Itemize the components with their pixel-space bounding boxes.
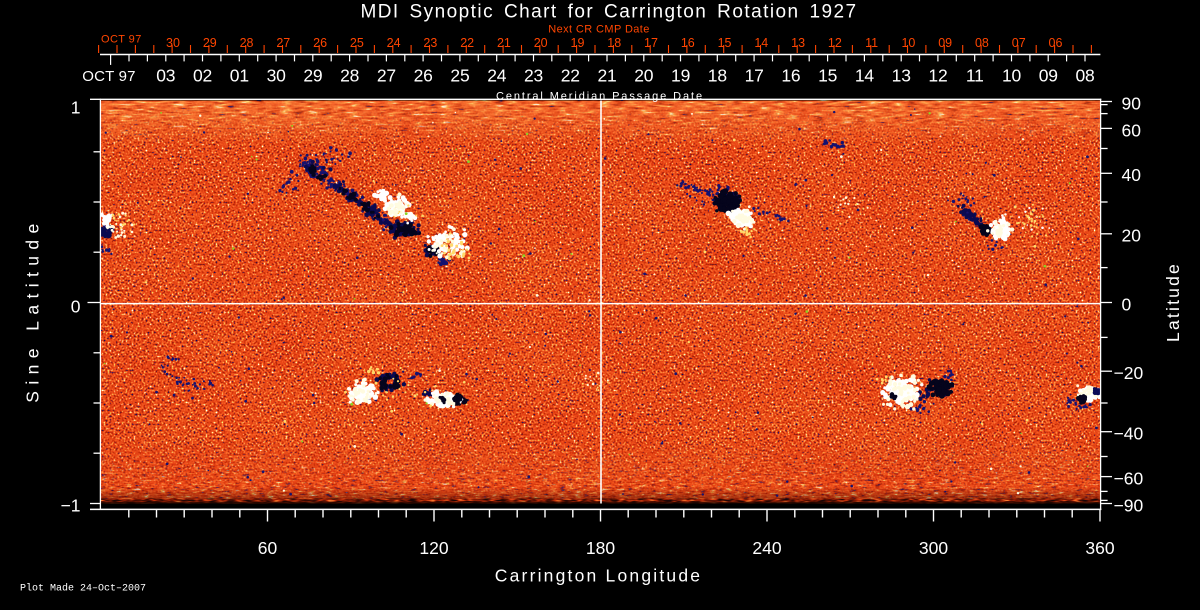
svg-text:30: 30 <box>267 65 287 85</box>
svg-text:−1: −1 <box>61 495 81 515</box>
svg-text:26: 26 <box>414 65 433 85</box>
svg-text:−40: −40 <box>1114 424 1144 444</box>
svg-text:360: 360 <box>1085 538 1114 558</box>
svg-text:07: 07 <box>1012 36 1026 50</box>
svg-text:27: 27 <box>276 36 290 50</box>
svg-text:16: 16 <box>781 65 800 85</box>
svg-text:22: 22 <box>460 36 474 50</box>
svg-text:14: 14 <box>754 36 768 50</box>
svg-text:09: 09 <box>1039 65 1058 85</box>
svg-text:90: 90 <box>1122 93 1142 113</box>
svg-text:09: 09 <box>938 36 952 50</box>
svg-text:30: 30 <box>166 36 180 50</box>
svg-text:11: 11 <box>865 36 878 50</box>
svg-text:25: 25 <box>350 36 364 50</box>
svg-text:17: 17 <box>644 36 658 50</box>
svg-text:15: 15 <box>818 65 837 85</box>
svg-text:20: 20 <box>534 36 548 50</box>
svg-text:20: 20 <box>1122 226 1142 246</box>
svg-text:MDI Synoptic Chart for Carring: MDI Synoptic Chart for Carrington Rotati… <box>360 2 857 23</box>
svg-text:29: 29 <box>203 36 217 50</box>
svg-text:22: 22 <box>561 65 580 85</box>
svg-text:18: 18 <box>708 65 727 85</box>
svg-text:18: 18 <box>607 36 621 50</box>
svg-text:13: 13 <box>892 65 911 85</box>
svg-text:13: 13 <box>791 36 805 50</box>
svg-text:0: 0 <box>1122 294 1132 314</box>
svg-text:23: 23 <box>524 65 543 85</box>
svg-text:01: 01 <box>230 65 249 85</box>
svg-text:0: 0 <box>71 296 81 316</box>
svg-text:28: 28 <box>240 36 254 50</box>
svg-text:24: 24 <box>387 36 401 50</box>
svg-text:24: 24 <box>487 65 507 85</box>
svg-text:19: 19 <box>671 65 690 85</box>
svg-text:10: 10 <box>1002 65 1022 85</box>
svg-text:60: 60 <box>258 538 278 558</box>
svg-text:02: 02 <box>193 65 212 85</box>
svg-text:08: 08 <box>975 36 989 50</box>
svg-text:OCT 97: OCT 97 <box>82 68 135 85</box>
svg-text:Next CR CMP Date: Next CR CMP Date <box>548 23 650 35</box>
svg-text:10: 10 <box>901 36 915 50</box>
svg-text:60: 60 <box>1122 120 1142 140</box>
svg-text:240: 240 <box>752 538 781 558</box>
svg-text:Sine Latitude: Sine Latitude <box>23 217 43 402</box>
svg-text:15: 15 <box>718 36 732 50</box>
svg-text:300: 300 <box>919 538 948 558</box>
svg-text:29: 29 <box>303 65 322 85</box>
svg-text:27: 27 <box>377 65 396 85</box>
svg-text:06: 06 <box>1049 36 1063 50</box>
svg-text:12: 12 <box>828 36 842 50</box>
svg-text:−90: −90 <box>1114 495 1144 515</box>
svg-text:23: 23 <box>423 36 437 50</box>
svg-text:120: 120 <box>419 538 448 558</box>
svg-text:26: 26 <box>313 36 327 50</box>
svg-text:40: 40 <box>1122 165 1142 185</box>
svg-text:14: 14 <box>855 65 875 85</box>
svg-text:1: 1 <box>71 97 81 117</box>
svg-text:Carrington Longitude: Carrington Longitude <box>495 566 702 586</box>
svg-text:Plot Made 24–Oct–2007: Plot Made 24–Oct–2007 <box>20 583 146 595</box>
svg-text:OCT 97: OCT 97 <box>101 33 142 45</box>
svg-text:12: 12 <box>928 65 947 85</box>
svg-text:21: 21 <box>598 65 617 85</box>
svg-text:16: 16 <box>681 36 695 50</box>
svg-text:17: 17 <box>745 65 764 85</box>
svg-text:20: 20 <box>634 65 654 85</box>
svg-text:Latitude: Latitude <box>1163 262 1183 342</box>
svg-text:11: 11 <box>966 65 984 85</box>
svg-text:25: 25 <box>450 65 469 85</box>
svg-text:−60: −60 <box>1114 468 1144 488</box>
svg-text:−20: −20 <box>1114 363 1144 383</box>
svg-text:Central Meridian Passage Date: Central Meridian Passage Date <box>496 90 704 102</box>
svg-text:180: 180 <box>586 538 615 558</box>
svg-text:19: 19 <box>571 36 585 50</box>
svg-text:28: 28 <box>340 65 359 85</box>
svg-text:03: 03 <box>156 65 175 85</box>
svg-text:21: 21 <box>497 36 511 50</box>
svg-text:08: 08 <box>1076 65 1095 85</box>
